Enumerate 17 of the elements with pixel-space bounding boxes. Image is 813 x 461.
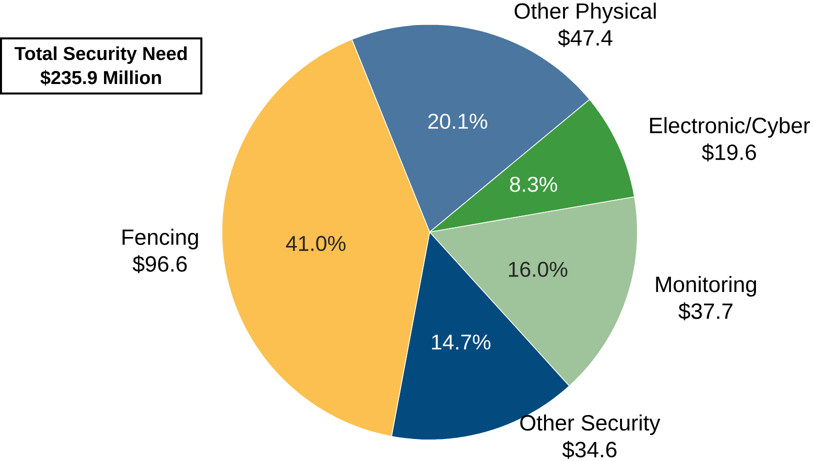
slice-label: Electronic/Cyber: [650, 116, 810, 138]
text: 14.7%: [432, 334, 490, 350]
text: $235.9 Million: [40, 70, 161, 86]
data-label: $47.4: [558, 28, 612, 47]
data-label: $34.6: [562, 440, 616, 459]
slice-label: Fencing: [122, 228, 198, 250]
data-label: $19.6: [702, 143, 756, 162]
text: 20.1%: [428, 114, 488, 129]
slice-label: Other Physical: [514, 2, 656, 24]
text: 41.0%: [286, 236, 346, 251]
data-label: $96.6: [132, 255, 187, 273]
text: Total Security Need: [14, 46, 187, 64]
slice-label: Other Security: [520, 414, 660, 435]
text: 16.0%: [508, 262, 568, 277]
text: 8.3%: [510, 176, 558, 192]
data-label: $37.7: [678, 302, 732, 320]
slice-label: Monitoring: [656, 276, 756, 296]
